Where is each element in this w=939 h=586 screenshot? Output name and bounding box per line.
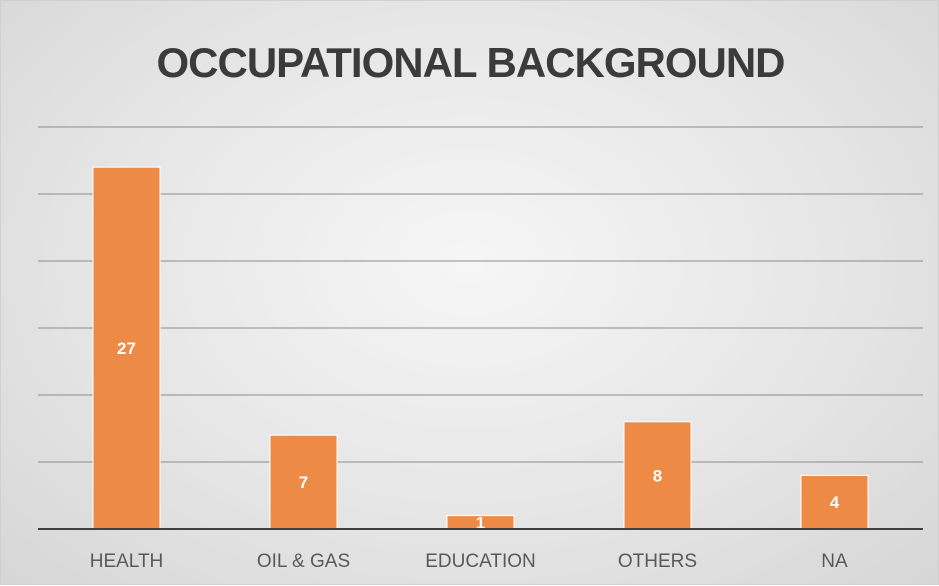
x-tick-label: OIL & GAS bbox=[257, 551, 350, 572]
data-label: 7 bbox=[299, 473, 308, 492]
x-tick-label: HEALTH bbox=[90, 551, 164, 572]
data-label: 1 bbox=[476, 513, 485, 532]
gridlines bbox=[38, 126, 923, 463]
data-label: 8 bbox=[653, 466, 662, 485]
bar-health bbox=[92, 166, 161, 530]
x-tick-label: NA bbox=[821, 551, 848, 572]
x-tick-label: OTHERS bbox=[618, 551, 697, 572]
chart-title: OCCUPATIONAL BACKGROUND bbox=[156, 39, 786, 86]
x-tick-label: EDUCATION bbox=[425, 551, 535, 572]
data-label: 27 bbox=[117, 339, 136, 358]
x-tick-labels: HEALTH OIL & GAS EDUCATION OTHERS NA bbox=[90, 551, 848, 572]
bar-na bbox=[800, 474, 869, 530]
bar-others bbox=[623, 421, 692, 530]
data-label: 4 bbox=[830, 493, 840, 512]
bars: 27 7 1 8 4 bbox=[92, 166, 869, 532]
